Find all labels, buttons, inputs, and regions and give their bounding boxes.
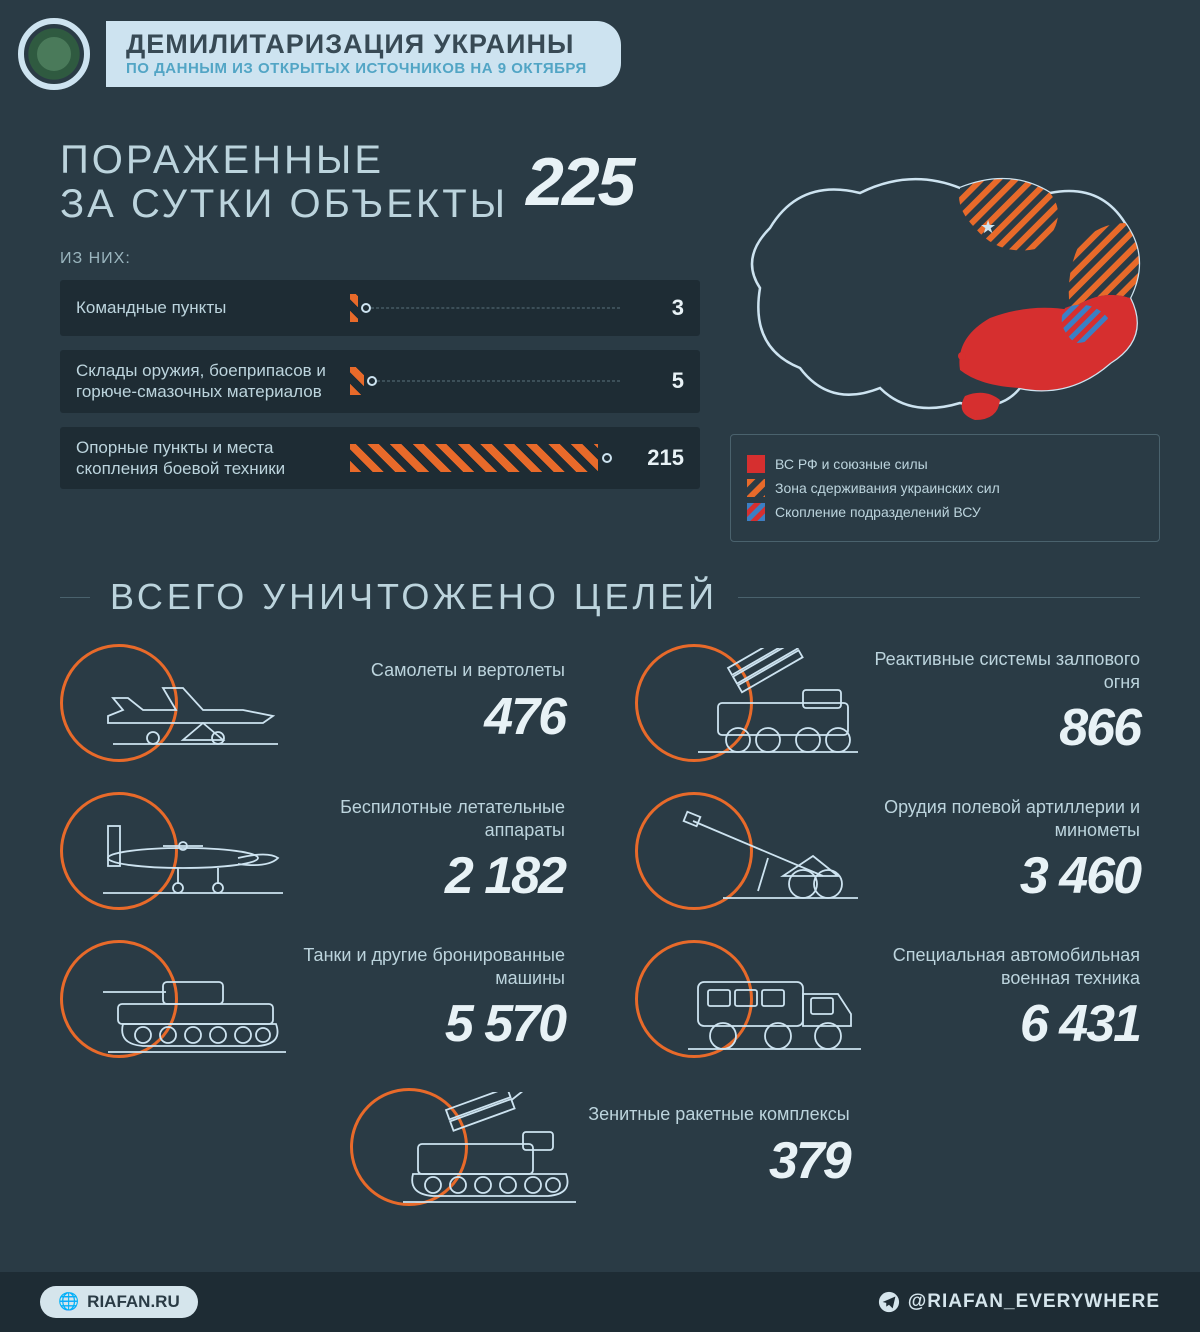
left-column: ПОРАЖЕННЫЕ ЗА СУТКИ ОБЪЕКТЫ 225 ИЗ НИХ: … (60, 138, 700, 542)
item-label: Специальная автомобильная военная техник… (873, 944, 1140, 991)
item-value: 2 182 (298, 846, 565, 906)
legend-label: ВС РФ и союзные силы (775, 456, 928, 472)
item-value: 379 (588, 1131, 849, 1191)
legend-item: ВС РФ и союзные силы (747, 455, 1143, 473)
item-tank: Танки и другие бронированные машины 5 57… (60, 934, 565, 1064)
item-truck: Специальная автомобильная военная техник… (635, 934, 1140, 1064)
drone-icon (88, 796, 288, 916)
item-artillery: Орудия полевой артиллерии и минометы 3 4… (635, 786, 1140, 916)
site-tag: 🌐 RIAFAN.RU (40, 1286, 198, 1318)
legend-label: Скопление подразделений ВСУ (775, 504, 981, 520)
item-value: 5 570 (298, 994, 565, 1054)
bar-row: Опорные пункты и места скопления боевой … (60, 427, 700, 490)
mlrs-icon (663, 648, 863, 768)
legend-item: Скопление подразделений ВСУ (747, 503, 1143, 521)
item-sam: Зенитные ракетные комплексы 379 (350, 1082, 849, 1212)
item-value: 3 460 (873, 846, 1140, 906)
hero-line1: ПОРАЖЕННЫЕ (60, 138, 508, 182)
truck-icon (663, 944, 863, 1064)
tg-handle: @RIAFAN_EVERYWHERE (908, 1291, 1160, 1313)
artillery-icon (663, 796, 863, 916)
sam-icon (378, 1092, 578, 1212)
aircraft-icon (88, 648, 288, 768)
legend-item: Зона сдерживания украинских сил (747, 479, 1143, 497)
map-area: ★ (730, 138, 1160, 428)
hero: ПОРАЖЕННЫЕ ЗА СУТКИ ОБЪЕКТЫ 225 (60, 138, 700, 226)
main-section: ПОРАЖЕННЫЕ ЗА СУТКИ ОБЪЕКТЫ 225 ИЗ НИХ: … (0, 108, 1200, 552)
item-label: Беспилотные летательные аппараты (298, 796, 565, 843)
hero-line2: ЗА СУТКИ ОБЪЕКТЫ (60, 182, 508, 226)
bar-track (350, 294, 620, 322)
item-value: 476 (298, 687, 565, 747)
item-mlrs: Реактивные системы залпового огня 866 (635, 638, 1140, 768)
bar-value: 3 (634, 295, 684, 321)
header-title: ДЕМИЛИТАРИЗАЦИЯ УКРАИНЫ (126, 29, 587, 60)
svg-text:★: ★ (980, 217, 996, 237)
bar-value: 215 (634, 445, 684, 471)
bar-label: Командные пункты (76, 297, 336, 318)
telegram-icon (878, 1291, 900, 1313)
bar-track (350, 367, 620, 395)
header-text: ДЕМИЛИТАРИЗАЦИЯ УКРАИНЫ ПО ДАННЫМ ИЗ ОТК… (106, 21, 621, 87)
site-label: RIAFAN.RU (87, 1292, 180, 1312)
item-label: Танки и другие бронированные машины (298, 944, 565, 991)
item-label: Реактивные системы залпового огня (873, 648, 1140, 695)
map-column: ★ ВС РФ и союзные силы Зона сдерживания … (730, 138, 1160, 542)
logo-icon (18, 18, 90, 90)
bar-row: Командные пункты 3 (60, 280, 700, 336)
item-label: Орудия полевой артиллерии и минометы (873, 796, 1140, 843)
item-value: 6 431 (873, 994, 1140, 1054)
item-label: Самолеты и вертолеты (298, 659, 565, 682)
item-drone: Беспилотные летательные аппараты 2 182 (60, 786, 565, 916)
tank-icon (88, 944, 288, 1064)
header-subtitle: ПО ДАННЫМ ИЗ ОТКРЫТЫХ ИСТОЧНИКОВ НА 9 ОК… (126, 60, 587, 77)
ukraine-map-icon: ★ (730, 138, 1160, 428)
totals-title: ВСЕГО УНИЧТОЖЕНО ЦЕЛЕЙ (60, 576, 1140, 618)
items-grid: Самолеты и вертолеты 476 Реактив (0, 638, 1200, 1212)
header-banner: ДЕМИЛИТАРИЗАЦИЯ УКРАИНЫ ПО ДАННЫМ ИЗ ОТК… (0, 0, 1200, 108)
bar-track (350, 444, 620, 472)
bar-label: Опорные пункты и места скопления боевой … (76, 437, 336, 480)
globe-icon: 🌐 (58, 1292, 79, 1312)
item-value: 866 (873, 698, 1140, 758)
bar-row: Склады оружия, боеприпасов и горюче-смаз… (60, 350, 700, 413)
bar-value: 5 (634, 368, 684, 394)
hero-total: 225 (526, 143, 633, 221)
item-aircraft: Самолеты и вертолеты 476 (60, 638, 565, 768)
legend-label: Зона сдерживания украинских сил (775, 480, 1000, 496)
item-label: Зенитные ракетные комплексы (588, 1103, 849, 1126)
bar-label: Склады оружия, боеприпасов и горюче-смаз… (76, 360, 336, 403)
telegram-tag: @RIAFAN_EVERYWHERE (878, 1291, 1160, 1313)
map-legend: ВС РФ и союзные силы Зона сдерживания ук… (730, 434, 1160, 542)
sub-label: ИЗ НИХ: (60, 250, 700, 268)
footer: 🌐 RIAFAN.RU @RIAFAN_EVERYWHERE (0, 1272, 1200, 1332)
